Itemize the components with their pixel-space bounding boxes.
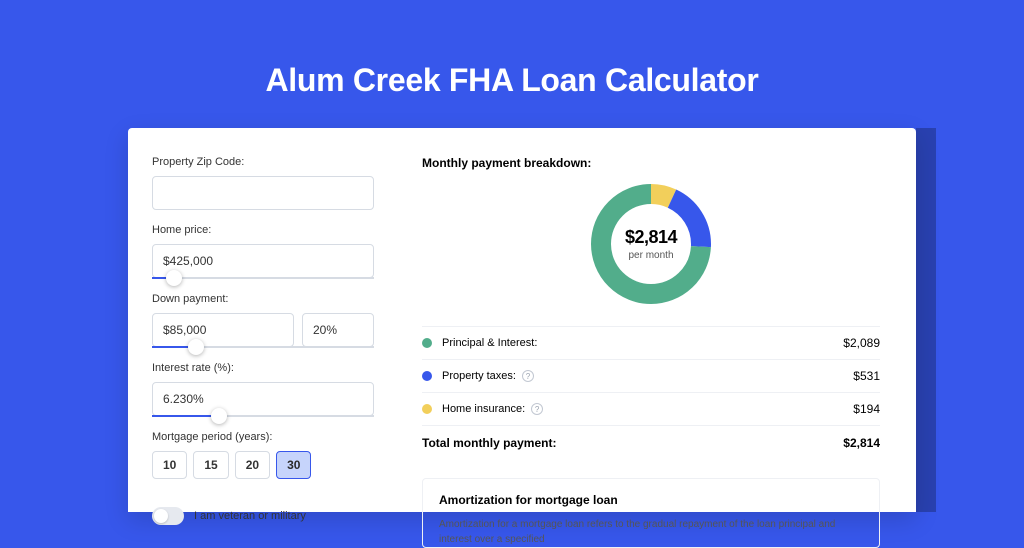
down-payment-amount-input[interactable] — [152, 313, 294, 347]
home-price-label: Home price: — [152, 224, 374, 236]
legend-row: Property taxes:?$531 — [422, 359, 880, 392]
down-payment-group: Down payment: — [152, 293, 374, 348]
interest-rate-slider[interactable] — [152, 415, 374, 417]
total-value: $2,814 — [843, 436, 880, 450]
period-btn-30[interactable]: 30 — [276, 451, 311, 479]
total-label: Total monthly payment: — [422, 436, 843, 450]
legend-value: $531 — [853, 369, 880, 383]
interest-rate-input[interactable] — [152, 382, 374, 416]
donut-amount: $2,814 — [625, 227, 677, 248]
total-row: Total monthly payment: $2,814 — [422, 425, 880, 460]
interest-rate-label: Interest rate (%): — [152, 362, 374, 374]
legend-dot — [422, 371, 432, 381]
home-price-slider-thumb[interactable] — [166, 270, 182, 286]
donut-chart: $2,814 per month — [422, 180, 880, 324]
breakdown-title: Monthly payment breakdown: — [422, 156, 880, 170]
mortgage-period-group: Mortgage period (years): 10152030 — [152, 431, 374, 479]
home-price-slider[interactable] — [152, 277, 374, 279]
breakdown-panel: Monthly payment breakdown: $2,814 per mo… — [398, 128, 916, 512]
veteran-toggle[interactable] — [152, 507, 184, 525]
zip-group: Property Zip Code: — [152, 156, 374, 210]
legend-label: Principal & Interest: — [442, 337, 843, 349]
legend-label: Property taxes:? — [442, 370, 853, 382]
interest-rate-group: Interest rate (%): — [152, 362, 374, 417]
period-btn-20[interactable]: 20 — [235, 451, 270, 479]
form-panel: Property Zip Code: Home price: Down paym… — [128, 128, 398, 512]
veteran-row: I am veteran or military — [152, 507, 374, 525]
down-payment-percent-input[interactable] — [302, 313, 374, 347]
help-icon[interactable]: ? — [531, 403, 543, 415]
down-payment-label: Down payment: — [152, 293, 374, 305]
zip-input[interactable] — [152, 176, 374, 210]
legend-value: $2,089 — [843, 336, 880, 350]
mortgage-period-options: 10152030 — [152, 451, 374, 479]
legend: Principal & Interest:$2,089Property taxe… — [422, 326, 880, 425]
zip-label: Property Zip Code: — [152, 156, 374, 168]
home-price-group: Home price: — [152, 224, 374, 279]
donut-center: $2,814 per month — [589, 182, 713, 306]
legend-dot — [422, 338, 432, 348]
legend-row: Home insurance:?$194 — [422, 392, 880, 425]
period-btn-10[interactable]: 10 — [152, 451, 187, 479]
legend-value: $194 — [853, 402, 880, 416]
amortization-body: Amortization for a mortgage loan refers … — [439, 517, 863, 547]
page-title: Alum Creek FHA Loan Calculator — [0, 0, 1024, 99]
legend-label: Home insurance:? — [442, 403, 853, 415]
donut-sub: per month — [628, 250, 673, 261]
help-icon[interactable]: ? — [522, 370, 534, 382]
amortization-card: Amortization for mortgage loan Amortizat… — [422, 478, 880, 548]
home-price-input[interactable] — [152, 244, 374, 278]
down-payment-slider-thumb[interactable] — [188, 339, 204, 355]
period-btn-15[interactable]: 15 — [193, 451, 228, 479]
amortization-title: Amortization for mortgage loan — [439, 493, 863, 507]
down-payment-slider[interactable] — [152, 346, 374, 348]
interest-rate-slider-thumb[interactable] — [211, 408, 227, 424]
mortgage-period-label: Mortgage period (years): — [152, 431, 374, 443]
calculator-card: Property Zip Code: Home price: Down paym… — [128, 128, 916, 512]
legend-dot — [422, 404, 432, 414]
legend-row: Principal & Interest:$2,089 — [422, 326, 880, 359]
